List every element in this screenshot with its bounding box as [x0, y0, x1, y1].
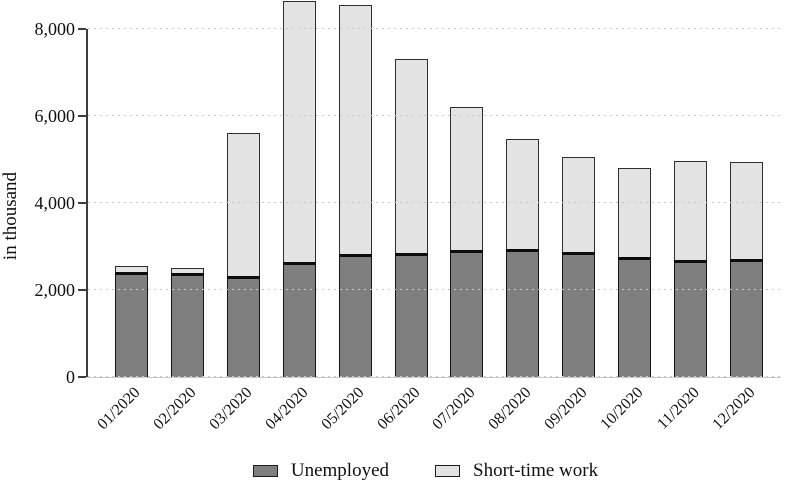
bar-segment-short-time-work: [170, 267, 204, 273]
legend-label-unemployed: Unemployed: [290, 460, 390, 481]
gridline-4000: [88, 202, 781, 203]
x-tick-label: 06/2020: [373, 384, 424, 434]
bar-segment-short-time-work: [562, 156, 596, 252]
bar-segment-unemployed: [729, 258, 763, 377]
gridline-8000: [88, 28, 781, 29]
legend-item-unemployed: Unemployed: [252, 460, 390, 482]
y-axis-line: [86, 29, 88, 377]
bar-segment-short-time-work: [338, 5, 372, 254]
bar-01/2020: 01/2020: [94, 266, 148, 433]
y-tick-label: 2,000: [34, 280, 76, 300]
bar-segment-short-time-work: [729, 161, 763, 259]
x-tick-label: 12/2020: [709, 384, 759, 434]
legend: Unemployed Short-time work: [0, 460, 787, 482]
x-axis-baseline: [87, 377, 781, 378]
bar-segment-short-time-work: [282, 0, 316, 262]
unemployed-swatch-icon: [252, 465, 278, 477]
y-tick-label: 6,000: [34, 106, 76, 126]
bar-11/2020: 11/2020: [654, 160, 708, 433]
bar-segment-short-time-work: [674, 160, 708, 260]
bar-07/2020: 07/2020: [430, 106, 484, 433]
bar-segment-unemployed: [338, 253, 372, 377]
bar-segment-unemployed: [618, 256, 652, 377]
bar-segment-short-time-work: [618, 168, 652, 257]
legend-label-short-time-work: Short-time work: [473, 460, 599, 481]
bar-segment-unemployed: [562, 251, 596, 377]
gridline-6000: [88, 115, 781, 116]
x-tick-label: 09/2020: [541, 384, 591, 434]
bar-segment-short-time-work: [450, 106, 484, 251]
bar-segment-unemployed: [170, 272, 204, 377]
bar-segment-unemployed: [394, 253, 428, 377]
bar-08/2020: 08/2020: [486, 138, 540, 433]
bar-03/2020: 03/2020: [206, 132, 260, 433]
bar-09/2020: 09/2020: [542, 156, 596, 433]
y-tick-mark: [78, 115, 86, 117]
y-tick-mark: [78, 376, 86, 378]
y-tick-label: 8,000: [34, 19, 76, 39]
y-tick-label: 0: [66, 367, 75, 387]
bar-segment-unemployed: [674, 260, 708, 377]
y-tick-mark: [78, 202, 86, 204]
bar-segment-short-time-work: [115, 266, 148, 272]
x-tick-label: 01/2020: [94, 384, 144, 434]
bar-05/2020: 05/2020: [318, 5, 372, 433]
x-tick-label: 05/2020: [318, 384, 368, 434]
x-tick-label: 11/2020: [653, 384, 703, 433]
bars: 01/2020 02/2020 03/2020 04/2020 05/2020 06/20…: [87, 0, 781, 433]
x-tick-label: 10/2020: [597, 384, 647, 434]
gridline-0: [88, 376, 781, 377]
bar-segment-short-time-work: [394, 59, 428, 254]
legend-item-short-time-work: Short-time work: [435, 460, 598, 482]
bar-segment-short-time-work: [506, 138, 540, 249]
y-tick-label: 4,000: [34, 193, 76, 213]
bar-segment-unemployed: [282, 261, 316, 377]
gridline-2000: [88, 289, 781, 290]
bar-segment-unemployed: [506, 248, 540, 377]
plot-area: 01/2020 02/2020 03/2020 04/2020 05/2020 06/20…: [35, 0, 781, 433]
x-tick-label: 02/2020: [150, 384, 200, 434]
bar-10/2020: 10/2020: [598, 168, 652, 433]
x-tick-label: 04/2020: [262, 384, 312, 434]
bar-02/2020: 02/2020: [150, 267, 204, 433]
bar-segment-unemployed: [115, 271, 148, 377]
bar-segment-unemployed: [226, 275, 260, 377]
bar-12/2020: 12/2020: [709, 161, 763, 433]
x-tick-label: 07/2020: [429, 384, 479, 434]
y-tick-mark: [78, 28, 86, 30]
bar-segment-short-time-work: [226, 132, 260, 276]
y-tick-mark: [78, 289, 86, 291]
bar-segment-unemployed: [450, 250, 484, 377]
bar-04/2020: 04/2020: [262, 0, 316, 433]
short-time-work-swatch-icon: [435, 465, 461, 477]
bar-06/2020: 06/2020: [374, 59, 428, 433]
x-tick-label: 03/2020: [206, 384, 256, 434]
x-tick-label: 08/2020: [485, 384, 535, 434]
